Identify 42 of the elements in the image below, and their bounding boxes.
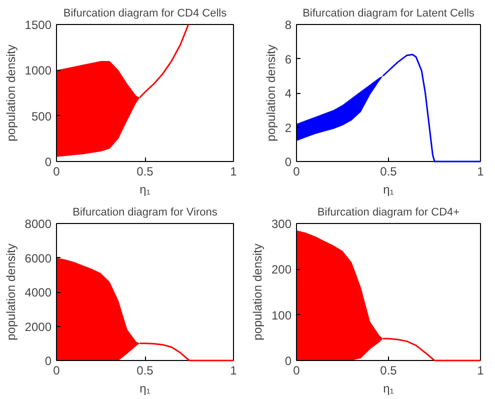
x-tick-label: 0	[53, 164, 60, 178]
y-tick-label: 1000	[24, 64, 52, 78]
chart-title: Bifurcation diagram for CD4+	[317, 206, 460, 218]
x-axis-title: η₁	[140, 182, 150, 196]
y-tick-label: 0	[284, 354, 292, 368]
x-tick-label: 1	[477, 364, 484, 378]
y-tick-label: 0	[44, 354, 52, 368]
y-axis-title: population density	[250, 244, 264, 340]
y-tick-label: 100	[271, 308, 292, 322]
y-tick-label: 500	[31, 109, 52, 124]
x-tick-label: 0.5	[380, 164, 398, 178]
y-axis-title: population density	[264, 44, 278, 142]
y-tick-label: 200	[271, 262, 292, 277]
x-tick-label: 0	[293, 164, 300, 178]
y-tick-label: 6000	[24, 251, 52, 266]
y-tick-label: 8000	[24, 217, 52, 231]
y-tick-label: 8	[284, 18, 292, 32]
x-tick-label: 1	[230, 364, 238, 378]
x-tick-label: 0	[293, 364, 300, 378]
y-tick-label: 2	[284, 120, 292, 135]
y-tick-label: 300	[271, 217, 292, 231]
y-axis-title: population density	[4, 44, 18, 142]
x-axis-title: η₁	[383, 182, 394, 196]
y-tick-label: 0	[44, 155, 52, 169]
x-tick-label: 0.5	[136, 364, 154, 378]
x-axis-title: η₁	[140, 382, 150, 396]
x-tick-label: 1	[477, 164, 484, 178]
x-tick-label: 0.5	[136, 164, 154, 178]
chart-title: Bifurcation diagram for CD4 Cells	[63, 8, 228, 20]
x-tick-label: 0	[53, 364, 60, 378]
y-tick-label: 0	[284, 155, 292, 169]
chart-title: Bifurcation diagram for Virons	[72, 206, 218, 218]
x-tick-label: 0.5	[380, 364, 398, 378]
y-tick-label: 4	[284, 86, 292, 100]
y-tick-label: 4000	[24, 286, 52, 300]
y-tick-label: 1500	[24, 18, 52, 32]
y-axis-title: population density	[4, 244, 18, 340]
x-axis-title: η₁	[383, 382, 394, 396]
x-tick-label: 1	[230, 164, 238, 178]
y-tick-label: 6	[284, 52, 292, 66]
y-tick-label: 2000	[24, 320, 52, 334]
chart-title: Bifurcation diagram for Latent Cells	[302, 8, 475, 20]
